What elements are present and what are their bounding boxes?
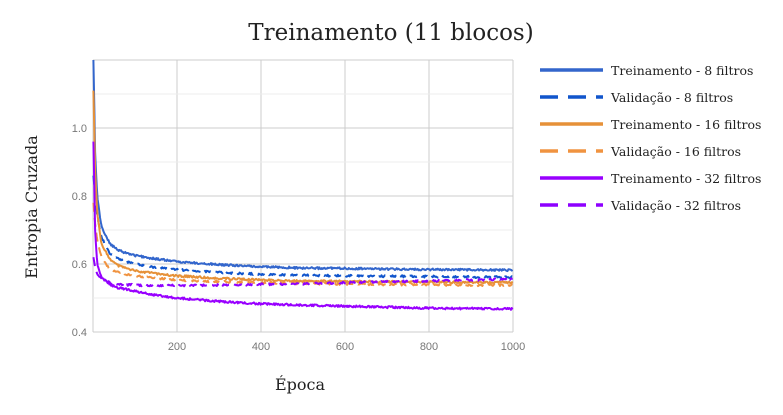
- x-axis-title: Época: [275, 374, 326, 394]
- legend-label-4: Validação - 16 filtros: [610, 144, 741, 159]
- y-tick-label: 0.8: [72, 191, 87, 203]
- y-axis-title: Entropia Cruzada: [22, 135, 41, 279]
- series-lines: [92, 59, 514, 311]
- grid: [92, 59, 514, 333]
- chart-title: Treinamento (11 blocos): [248, 20, 533, 46]
- series-line-6: [92, 257, 514, 288]
- legend: Treinamento - 8 filtros Validação - 8 fil…: [540, 63, 761, 213]
- x-tick-label: 1000: [501, 341, 525, 353]
- y-tick-label: 1.0: [72, 123, 87, 135]
- series-line-1: [92, 59, 514, 273]
- x-tick-label: 200: [168, 341, 186, 353]
- x-tick-label: 800: [420, 341, 438, 353]
- legend-label-6: Validação - 32 filtros: [610, 198, 741, 213]
- x-tick-label: 400: [252, 341, 270, 353]
- series-line-2: [92, 175, 514, 280]
- legend-label-5: Treinamento - 32 filtros: [611, 171, 761, 186]
- legend-label-2: Validação - 8 filtros: [610, 90, 733, 105]
- series-line-5: [92, 141, 514, 311]
- legend-label-1: Treinamento - 8 filtros: [611, 63, 753, 78]
- tick-labels: 200 400 600 800 1000 0.4 0.6 0.8 1.0: [72, 123, 526, 353]
- y-tick-label: 0.6: [72, 259, 87, 271]
- series-line-3: [92, 90, 514, 285]
- x-tick-label: 600: [336, 341, 354, 353]
- y-tick-label: 0.4: [72, 327, 87, 339]
- legend-label-3: Treinamento - 16 filtros: [611, 117, 761, 132]
